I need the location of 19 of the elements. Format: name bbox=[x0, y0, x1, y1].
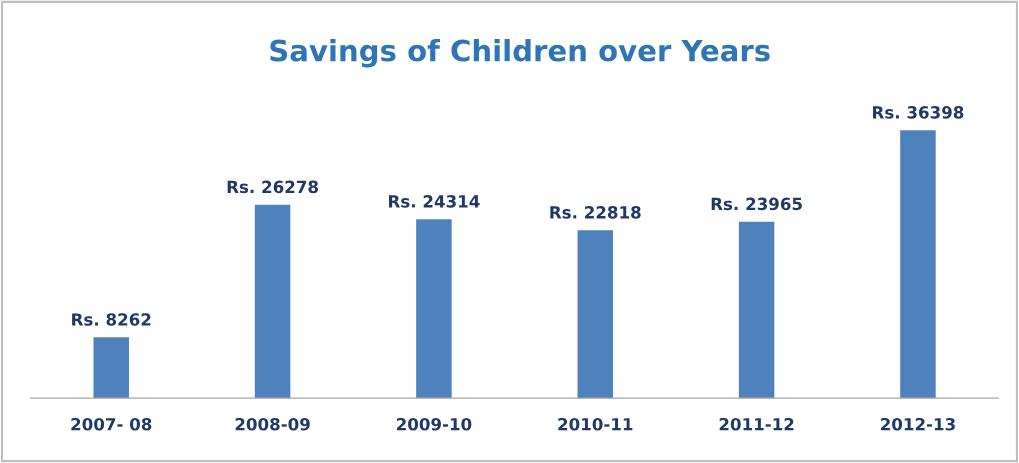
data-label: Rs. 8262 bbox=[72, 313, 151, 326]
bar bbox=[577, 230, 614, 399]
chart-title: Savings of Children over Years bbox=[270, 39, 770, 68]
data-label: Rs. 22818 bbox=[550, 206, 641, 219]
bar bbox=[254, 204, 291, 399]
data-label: Rs. 23965 bbox=[711, 197, 802, 211]
bar bbox=[738, 221, 775, 399]
x-tick-label: 2010-11 bbox=[558, 417, 633, 431]
bar bbox=[93, 337, 129, 399]
data-label: Rs. 36398 bbox=[873, 106, 964, 119]
x-tick-label: 2007- 08 bbox=[71, 417, 152, 431]
bar bbox=[900, 130, 936, 399]
x-tick-label: 2008-09 bbox=[235, 417, 310, 431]
bar bbox=[416, 219, 452, 399]
data-label: Rs. 26278 bbox=[227, 180, 318, 194]
x-tick-label: 2009-10 bbox=[396, 417, 472, 431]
x-tick-label: 2012-13 bbox=[881, 417, 955, 431]
x-tick-label: 2011-12 bbox=[719, 417, 794, 431]
data-label: Rs. 24314 bbox=[389, 195, 480, 208]
